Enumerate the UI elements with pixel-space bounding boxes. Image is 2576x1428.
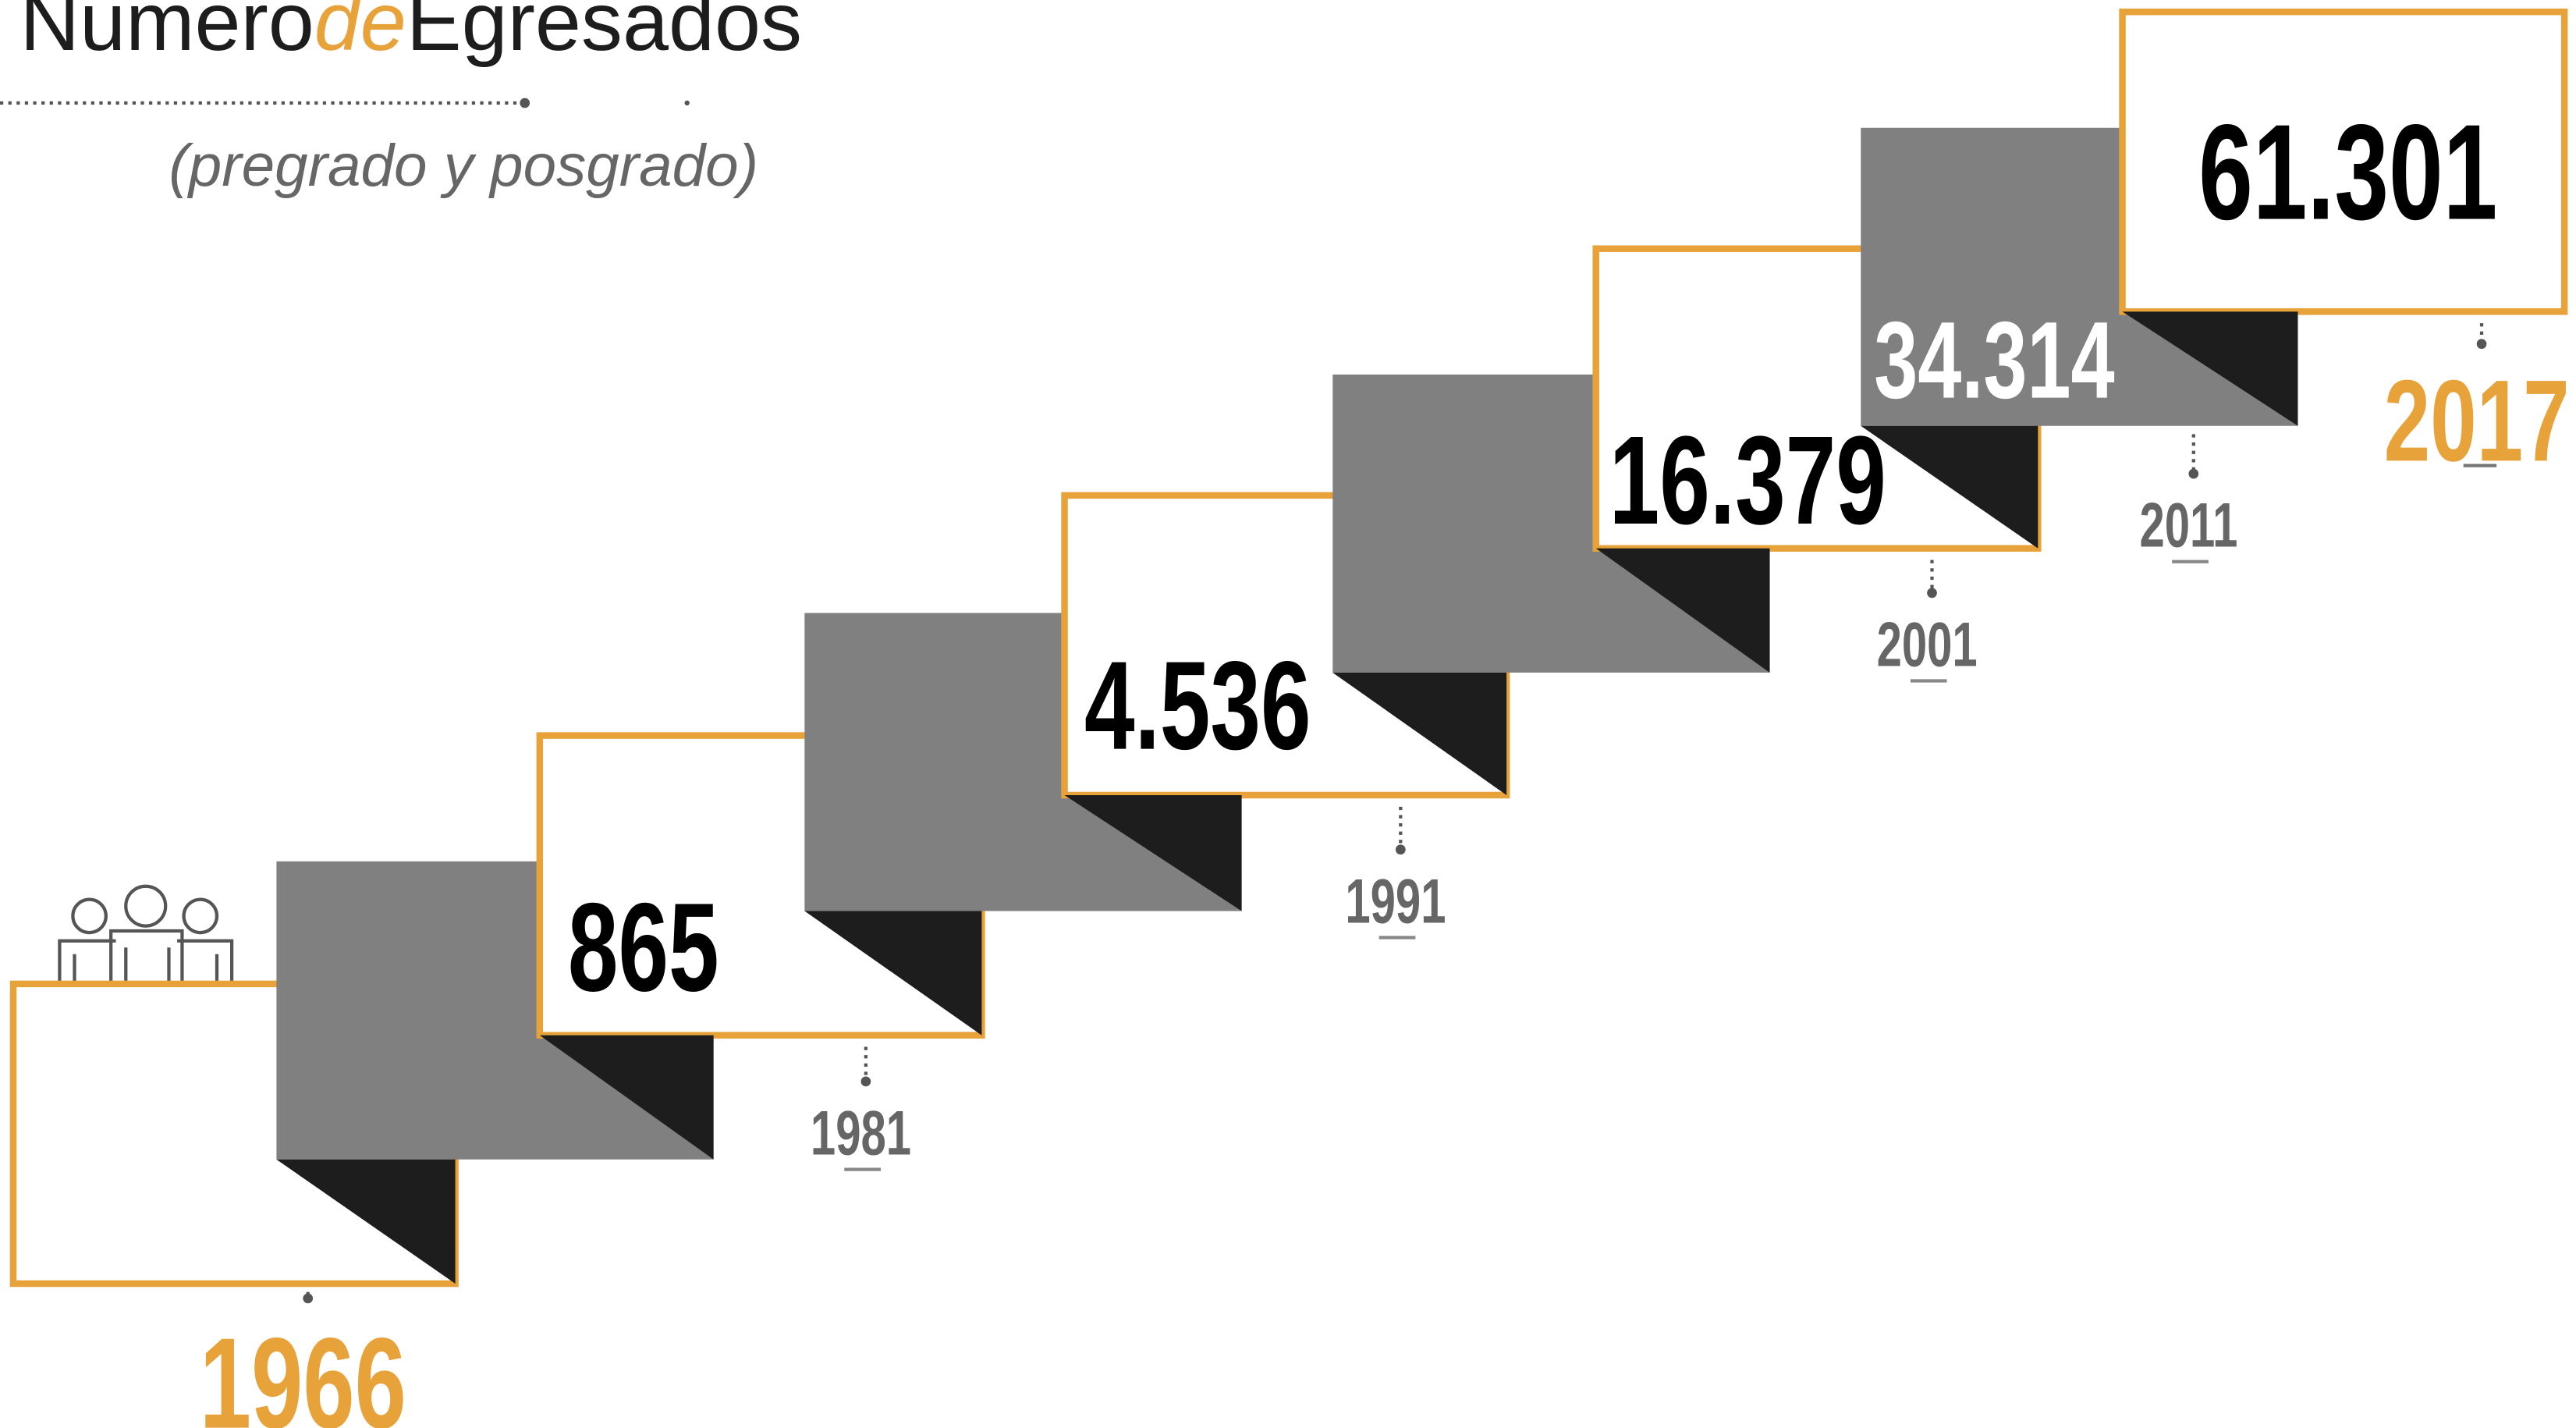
subtitle: (pregrado y posgrado) bbox=[169, 133, 758, 199]
step-value: 34.314 bbox=[1874, 299, 2115, 421]
connector-dot bbox=[1395, 844, 1406, 855]
title-part: Egresados bbox=[406, 0, 802, 68]
connector-dot bbox=[2476, 339, 2487, 350]
title: NumerodeEgresados bbox=[20, 0, 802, 68]
title-part: Numero bbox=[20, 0, 314, 68]
connector-dot bbox=[1927, 588, 1937, 599]
step-year: 1966 bbox=[200, 1310, 406, 1428]
step-value: 4.536 bbox=[1084, 635, 1311, 776]
title-rule-dot bbox=[684, 100, 690, 106]
people-icon bbox=[58, 884, 234, 984]
step-value: 16.379 bbox=[1609, 410, 1886, 550]
step-year: 1991 bbox=[1345, 865, 1446, 936]
connector-dot bbox=[303, 1293, 314, 1304]
step-box bbox=[2119, 8, 2568, 315]
title-part: de bbox=[314, 0, 406, 68]
step-year: 2011 bbox=[2139, 489, 2237, 560]
step-value: 61.301 bbox=[2198, 97, 2497, 248]
steps: 1966 865 1981 4.536 1991 16.379 2001 34.314 2011… bbox=[9, 8, 2570, 1428]
step-year: 2001 bbox=[1877, 609, 1978, 680]
connector-dot bbox=[860, 1076, 871, 1087]
title-rule-dot bbox=[520, 98, 530, 108]
shadow bbox=[276, 1159, 456, 1284]
shadow bbox=[804, 911, 982, 1035]
step-value: 865 bbox=[568, 877, 719, 1018]
step-year: 1981 bbox=[811, 1097, 911, 1168]
shadow bbox=[1861, 425, 2038, 549]
connector-dot bbox=[2188, 468, 2199, 479]
